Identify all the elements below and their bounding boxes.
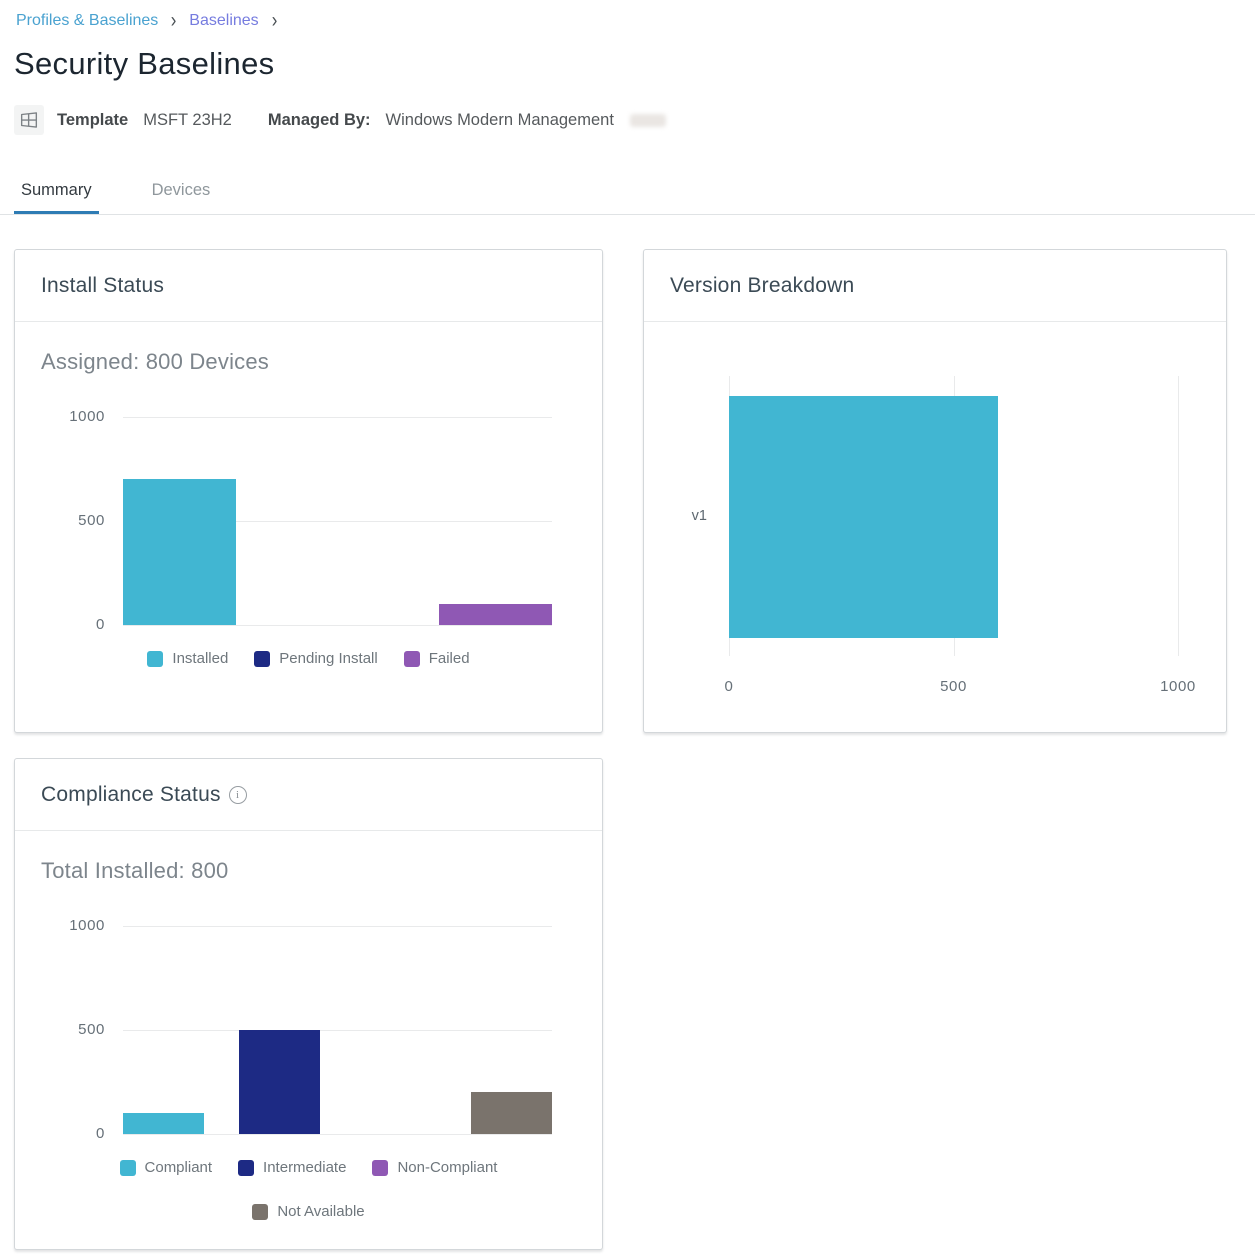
bar-compliant — [123, 1113, 204, 1134]
compliance-status-title: Compliance Status — [41, 782, 221, 806]
compliance-status-chart: 0 500 1000 — [69, 917, 552, 1142]
legend-item-non-compliant[interactable]: Non-Compliant — [372, 1159, 497, 1176]
managed-by-value: Windows Modern Management — [385, 110, 614, 129]
y-axis-label: 500 — [78, 512, 105, 529]
y-axis-label: 0 — [96, 616, 105, 633]
installed-swatch-icon — [147, 650, 164, 667]
failed-swatch-icon — [403, 650, 420, 667]
bar-v1 — [729, 396, 999, 638]
template-label: Template — [57, 110, 129, 129]
y-axis-label: 500 — [78, 1021, 105, 1038]
category-label: v1 — [691, 508, 707, 524]
breadcrumb-link-baselines[interactable]: Baselines — [189, 12, 259, 29]
install-status-legend: Installed Pending Install Failed — [86, 650, 532, 667]
intermediate-swatch-icon — [238, 1159, 255, 1176]
y-axis-label: 1000 — [69, 408, 105, 425]
not-available-swatch-icon — [252, 1203, 269, 1220]
compliant-swatch-icon — [119, 1159, 136, 1176]
install-status-title: Install Status — [41, 273, 165, 297]
legend-item-failed[interactable]: Failed — [403, 650, 470, 667]
non-compliant-swatch-icon — [372, 1159, 389, 1176]
legend-label: Intermediate — [263, 1159, 347, 1176]
gridline-1000 — [123, 417, 552, 418]
x-axis-label: 0 — [724, 678, 734, 695]
assigned-devices-text: Assigned: 800 Devices — [41, 349, 269, 374]
gridline-0 — [123, 625, 552, 626]
legend-label: Pending Install — [279, 650, 378, 667]
legend-label: Installed — [172, 650, 229, 667]
compliance-status-legend: Compliant Intermediate Non-Compliant Not Av… — [86, 1159, 532, 1220]
gridline-1000 — [1178, 376, 1179, 656]
chevron-right-icon: › — [170, 9, 177, 32]
redacted-text — [629, 113, 666, 127]
baseline-meta: Template MSFT 23H2 Managed By: Windows M… — [14, 104, 666, 136]
managed-by-label: Managed By: — [267, 110, 371, 129]
legend-label: Not Available — [277, 1203, 365, 1220]
info-icon[interactable] — [228, 785, 247, 804]
bar-installed — [123, 479, 236, 625]
tab-summary[interactable]: Summary — [14, 181, 99, 215]
bar-intermediate — [239, 1030, 320, 1134]
compliance-status-card-header: Compliance Status — [15, 759, 602, 831]
gridline-0 — [123, 1134, 552, 1135]
tabs-divider — [0, 214, 1255, 215]
chevron-right-icon: › — [271, 9, 277, 32]
legend-item-compliant[interactable]: Compliant — [119, 1159, 213, 1176]
y-axis-label: 1000 — [69, 917, 105, 934]
version-breakdown-chart: 0 500 1000 v1 — [692, 376, 1195, 695]
gridline-1000 — [123, 926, 552, 927]
gridline-500 — [123, 521, 552, 522]
template-value: MSFT 23H2 — [143, 110, 232, 129]
breadcrumb-link-profiles-baselines[interactable]: Profiles & Baselines — [16, 12, 159, 29]
version-breakdown-title: Version Breakdown — [670, 273, 855, 297]
page-title: Security Baselines — [14, 46, 275, 81]
compliance-status-card: Compliance Status Total Installed: 800 0… — [14, 758, 603, 1250]
windows-icon — [14, 105, 44, 135]
bar-failed — [439, 604, 552, 625]
install-status-chart: 0 500 1000 — [69, 408, 552, 633]
legend-item-intermediate[interactable]: Intermediate — [238, 1159, 346, 1176]
version-breakdown-card-header: Version Breakdown — [644, 250, 1226, 322]
legend-item-installed[interactable]: Installed — [147, 650, 228, 667]
x-axis-label: 500 — [940, 678, 967, 695]
legend-label: Non-Compliant — [397, 1159, 498, 1176]
legend-label: Failed — [428, 650, 470, 667]
legend-item-not-available[interactable]: Not Available — [252, 1203, 365, 1220]
install-status-card: Install Status Assigned: 800 Devices 0 50… — [14, 249, 603, 733]
legend-label: Compliant — [144, 1159, 213, 1176]
pending-install-swatch-icon — [254, 650, 271, 667]
version-breakdown-card: Version Breakdown 0 500 1000 v1 — [643, 249, 1227, 733]
tab-bar: Summary Devices — [14, 181, 217, 215]
install-status-card-header: Install Status — [15, 250, 602, 322]
bar-not-available — [471, 1092, 552, 1134]
x-axis-label: 1000 — [1160, 678, 1196, 695]
gridline-500 — [123, 1030, 552, 1031]
total-installed-text: Total Installed: 800 — [41, 858, 229, 883]
tab-devices[interactable]: Devices — [151, 181, 211, 199]
y-axis-label: 0 — [96, 1125, 105, 1142]
breadcrumb: Profiles & Baselines › Baselines › — [16, 9, 290, 32]
legend-item-pending-install[interactable]: Pending Install — [254, 650, 378, 667]
